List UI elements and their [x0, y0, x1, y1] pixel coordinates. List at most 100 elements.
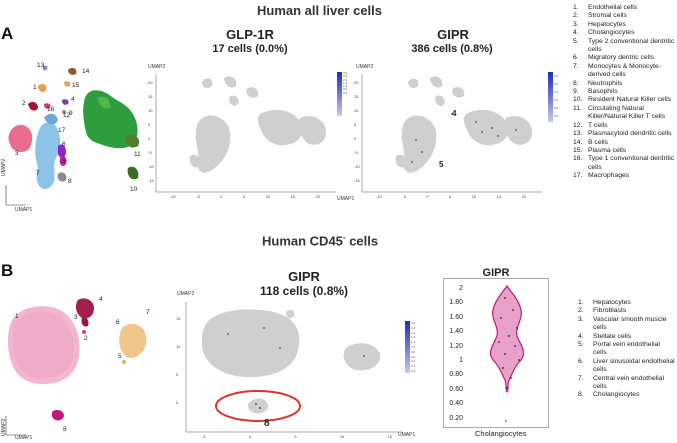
cluster-label-2-a: 2 [22, 100, 26, 107]
axis-y-overview-a: UMAP2 [1, 158, 7, 176]
legend-b-item-number: 5. [578, 341, 584, 349]
glp1r-y-ticks: 20 15 10 5 0 -5 -10 -15 [148, 80, 154, 183]
glp1r-x-ticks: -10 -5 0 5 10 15 20 [170, 194, 320, 199]
legend-a-item-number: 2. [573, 12, 579, 20]
legend-b-item-number: 7. [578, 374, 584, 382]
panel-letter-a: A [1, 24, 14, 43]
glp1r-colorbar [337, 72, 342, 116]
cluster-label-8-b: 8 [63, 426, 67, 433]
cluster-13 [42, 65, 48, 71]
legend-a-item-number: 4. [573, 29, 579, 37]
legend-a-item-label: Basophils [588, 88, 618, 96]
legend-a-item: 16. Type 1 conventional dentritic cells [573, 155, 675, 172]
cluster-label-17-a: 17 [58, 127, 66, 134]
cluster-label-13-a: 13 [37, 62, 45, 69]
gipr-a-callout-5: 5 [439, 160, 444, 169]
cluster-label-4-b: 4 [99, 296, 103, 303]
cluster-7-17 [35, 122, 61, 190]
violin-shape [489, 284, 525, 393]
legend-a-item-label: Resident Natural Killer cells [588, 96, 672, 104]
cluster-1 [38, 83, 47, 93]
violin-x-label: Cholangiocytes [475, 429, 527, 438]
violin-y-ticks: 2 1.80 1.60 1.40 1.20 1 0.80 0.60 0.40 0… [449, 285, 463, 422]
cluster-label-5-a: 5 [62, 158, 66, 165]
legend-b-item-label: Stellate cells [593, 332, 632, 340]
cluster-4-b [75, 298, 94, 319]
legend-a-item-label: Plasma cells [588, 146, 627, 154]
violin-x-tick: 8 [505, 418, 508, 423]
legend-b-item-number: 1. [578, 299, 584, 306]
violin-plot [489, 284, 525, 393]
legend-a-item: 9. Basophils [573, 88, 675, 96]
cluster-8 [57, 172, 67, 182]
section-title-all-liver: Human all liver cells [257, 3, 383, 18]
legend-a-item: 15. Plasma cells [573, 147, 675, 155]
legend-a-item-label: Type 2 conventional dentritic cells [588, 37, 675, 54]
panel-b-cluster-umap [5, 298, 147, 436]
legend-a-item-label: Type 1 conventional dentritic cells [588, 155, 675, 171]
legend-a-item-number: 12. [573, 121, 583, 129]
gipr-b-highlight-ring [215, 390, 301, 422]
legend-a-item-label: Macrophages [588, 172, 630, 180]
cluster-15 [64, 81, 71, 87]
gipr-a-subtitle: 386 cells (0.8%) [411, 43, 493, 55]
axis-x-overview-b: UMAP1 [15, 435, 33, 441]
legend-a-item: 17. Macrophages [573, 172, 675, 180]
cluster-label-15-a: 15 [72, 82, 80, 89]
legend-a-item: 2. Stromal cells [573, 12, 675, 20]
legend-b-item-label: Fibroblasts [593, 307, 627, 315]
cluster-3-b [81, 317, 89, 327]
gipr-a-axis-x: UMAP1 [337, 196, 355, 202]
axis-y-overview-b: UMAP2 [1, 418, 7, 436]
legend-b-item: 8. Cholangiocytes [578, 391, 675, 399]
glp1r-umap [155, 74, 336, 193]
cluster-2 [28, 101, 38, 111]
cluster-label-1-a: 1 [33, 84, 37, 91]
legend-a-item: 5. Type 2 conventional dentritic cells [573, 38, 675, 55]
legend-b-item-label: Liver sinusoidal endothelial cells [593, 357, 675, 374]
legend-b-item-number: 2. [578, 307, 584, 315]
glp1r-axis-y: UMAP2 [148, 64, 166, 70]
legend-a-item-label: Cholangiocytes [588, 29, 635, 37]
cluster-6 [58, 144, 66, 158]
cluster-label-14-a: 14 [82, 68, 90, 75]
glp1r-title: GLP-1R [226, 27, 274, 42]
legend-a-item-number: 9. [573, 88, 579, 96]
gipr-b-y-ticks: 15 10 5 0 [176, 316, 181, 405]
legend-a-item-number: 10. [573, 96, 583, 104]
cluster-label-1-b: 1 [15, 313, 19, 320]
gipr-a-colorbar-ticks: 2.5 2.0 1.5 1.0 0.5 0.0 [554, 74, 559, 118]
violin-frame [443, 278, 549, 428]
cluster-3 [8, 124, 33, 152]
legend-a-item-number: 8. [573, 79, 579, 87]
legend-b-item: 7. Central vein endothelial cells [578, 375, 675, 392]
legend-b-item: 6. Liver sinusoidal endothelial cells [578, 358, 675, 375]
gipr-b-colorbar-ticks: 2.0 1.8 1.6 1.4 1.2 1.0 0.8 0.6 0.4 0.2 0.0 [411, 321, 416, 373]
gipr-b-callout-8: 8 [264, 418, 270, 429]
glp1r-subtitle: 17 cells (0.0%) [212, 43, 288, 55]
cluster-12 [83, 90, 138, 149]
cluster-label-8-a: 8 [68, 178, 72, 185]
legend-b-item: 5. Portal vein endothelial cells [578, 341, 675, 358]
legend-b-item-label: Cholangiocytes [593, 391, 640, 399]
gipr-a-x-ticks: -10 -5 0 5 10 15 20 [376, 194, 526, 199]
legend-a-item-label: Stromal cells [588, 12, 627, 20]
cluster-10 [127, 166, 139, 180]
legend-a-item-number: 6. [573, 54, 579, 62]
cluster-label-6-a: 6 [62, 141, 66, 148]
legend-a-item: 13. Plasmacytoid dendritic cells [573, 130, 675, 138]
legend-a-item-number: 1. [573, 4, 579, 11]
cluster-8-b [52, 409, 64, 421]
legend-a-item-number: 7. [573, 62, 579, 70]
legend-b-item-label: Central vein endothelial cells [593, 374, 665, 391]
legend-a-item-number: 5. [573, 37, 579, 45]
legend-a-item: 3. Hepatocytes [573, 21, 675, 29]
legend-a-item: 14. B cells [573, 139, 675, 147]
legend-a-item: 7. Monocytes & Monocyte-derived cells [573, 63, 675, 80]
cluster-16 [44, 103, 51, 109]
legend-b-item-label: Portal vein endothelial cells [593, 341, 660, 357]
glp1r-colorbar-ticks: 3.0 2.5 2.0 1.5 1.0 0.5 0.0 [343, 71, 348, 95]
legend-a-item-label: Migratory dentric cells [588, 54, 655, 62]
legend-a-item-label: Neutrophils [588, 79, 623, 87]
legend-a-item-label: Hepatocytes [588, 20, 626, 28]
